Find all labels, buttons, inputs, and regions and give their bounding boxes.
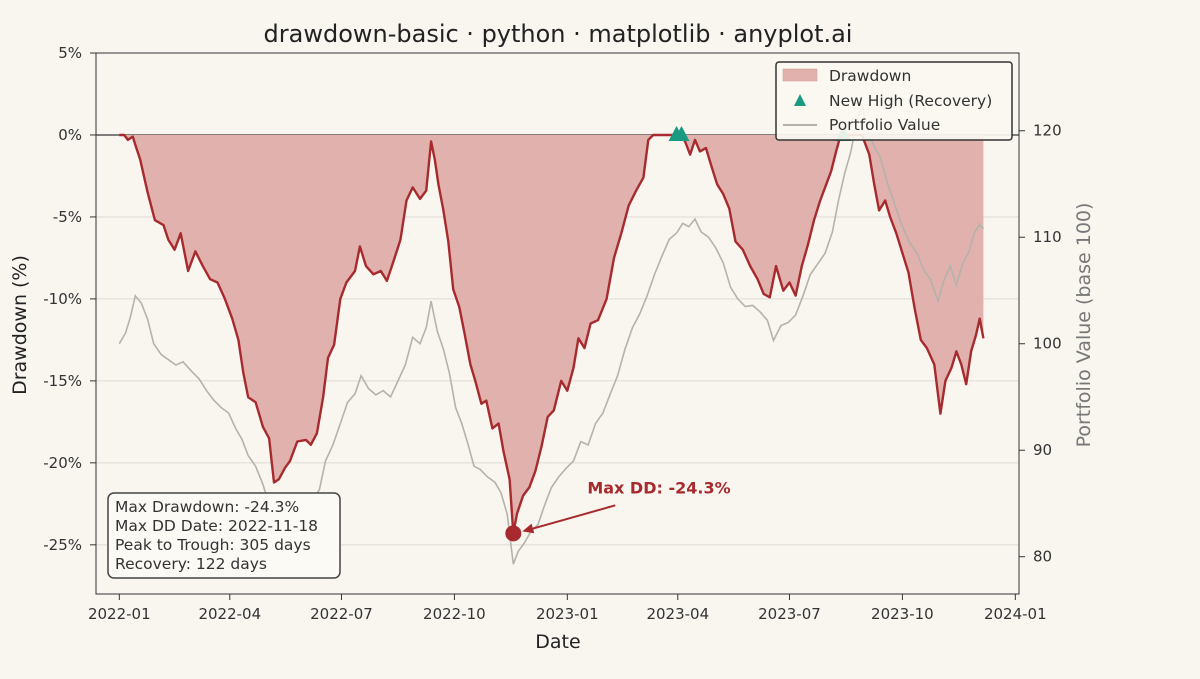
stats-box: Max Drawdown: -24.3% Max DD Date: 2022-1… [107, 492, 341, 579]
legend: Drawdown New High (Recovery) Portfolio V… [775, 61, 1013, 141]
y-tick-label: -15% [43, 372, 82, 390]
portfolio-line-layer [118, 103, 985, 565]
y2-tick-label: 110 [1033, 228, 1062, 246]
legend-label-new-high: New High (Recovery) [829, 92, 992, 110]
max-drawdown-point [505, 525, 522, 542]
y2-tick-label: 80 [1033, 548, 1052, 566]
x-tick-label: 2023-07 [758, 605, 821, 623]
legend-swatch-drawdown [782, 68, 818, 82]
x-tick-label: 2023-04 [646, 605, 709, 623]
x-tick-label: 2022-04 [198, 605, 261, 623]
y2-axis-ticks: 120 110 100 90 80 [1019, 122, 1062, 566]
stats-line-peak-to-trough: Peak to Trough: 305 days [115, 536, 311, 554]
legend-triangle-icon [794, 94, 806, 106]
chart-title: drawdown-basic · python · matplotlib · a… [264, 20, 853, 48]
stats-line-max-dd-date: Max DD Date: 2022-11-18 [115, 517, 318, 535]
y2-tick-label: 100 [1033, 335, 1062, 353]
annotation-arrow [530, 504, 616, 531]
y-axis-label: Drawdown (%) [9, 255, 31, 395]
legend-label-drawdown: Drawdown [829, 67, 911, 85]
y2-axis-label: Portfolio Value (base 100) [1073, 203, 1095, 448]
annotation-arrow-head [522, 523, 535, 534]
y-tick-label: 0% [58, 126, 82, 144]
max-drawdown-annotation: Max DD: -24.3% [505, 478, 731, 542]
x-axis-label: Date [535, 631, 580, 653]
drawdown-area-layer [119, 135, 984, 534]
stats-line-max-drawdown: Max Drawdown: -24.3% [115, 498, 299, 516]
recovery-marker [673, 125, 690, 141]
y2-tick-label: 90 [1033, 441, 1052, 459]
portfolio-value-line [118, 103, 985, 565]
annotation-label: Max DD: -24.3% [587, 478, 730, 497]
y-axis-ticks: 5% 0% -5% -10% -15% -20% -25% [43, 44, 96, 554]
x-tick-label: 2022-10 [423, 605, 486, 623]
legend-label-portfolio: Portfolio Value [829, 116, 940, 134]
stats-line-recovery: Recovery: 122 days [115, 555, 267, 573]
x-tick-label: 2022-07 [310, 605, 373, 623]
x-tick-label: 2024-01 [984, 605, 1047, 623]
drawdown-area [119, 135, 984, 534]
x-axis-ticks: 2022-01 2022-04 2022-07 2022-10 2023-01 2023-… [88, 594, 1047, 623]
y-tick-label: 5% [58, 44, 82, 62]
y2-tick-label: 120 [1033, 122, 1062, 140]
y-tick-label: -5% [53, 208, 82, 226]
x-tick-label: 2023-01 [536, 605, 599, 623]
x-tick-label: 2022-01 [88, 605, 151, 623]
plot-frame [95, 52, 1020, 595]
axes [95, 52, 1020, 595]
y-tick-label: -10% [43, 290, 82, 308]
y-tick-label: -20% [43, 454, 82, 472]
x-tick-label: 2023-10 [871, 605, 934, 623]
y-tick-label: -25% [43, 536, 82, 554]
